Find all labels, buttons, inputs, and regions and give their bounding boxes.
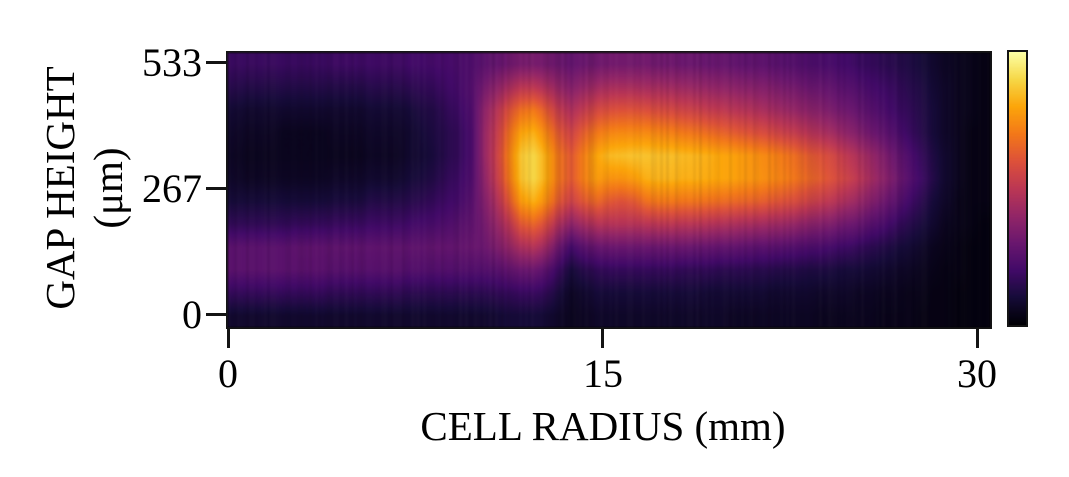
y-tick-label-267: 267	[142, 166, 202, 211]
colorbar-frame	[1007, 50, 1028, 327]
y-axis-label-line1: GAP HEIGHT	[37, 66, 83, 310]
plot-frame	[226, 51, 992, 329]
y-tick-label-533: 533	[142, 40, 202, 85]
y-tick-mark-533	[206, 61, 228, 64]
x-tick-mark-0	[227, 329, 230, 348]
heatmap-canvas	[228, 53, 990, 327]
y-tick-mark-267	[206, 187, 228, 190]
x-tick-label-30: 30	[957, 351, 997, 396]
x-tick-mark-15	[601, 329, 604, 348]
colorbar-canvas	[1009, 52, 1026, 325]
x-axis-label: CELL RADIUS (mm)	[420, 403, 786, 449]
x-tick-label-15: 15	[583, 351, 623, 396]
y-tick-mark-0	[206, 313, 228, 316]
x-tick-mark-30	[976, 329, 979, 348]
x-tick-label-0: 0	[218, 351, 238, 396]
y-tick-label-0: 0	[182, 292, 202, 337]
